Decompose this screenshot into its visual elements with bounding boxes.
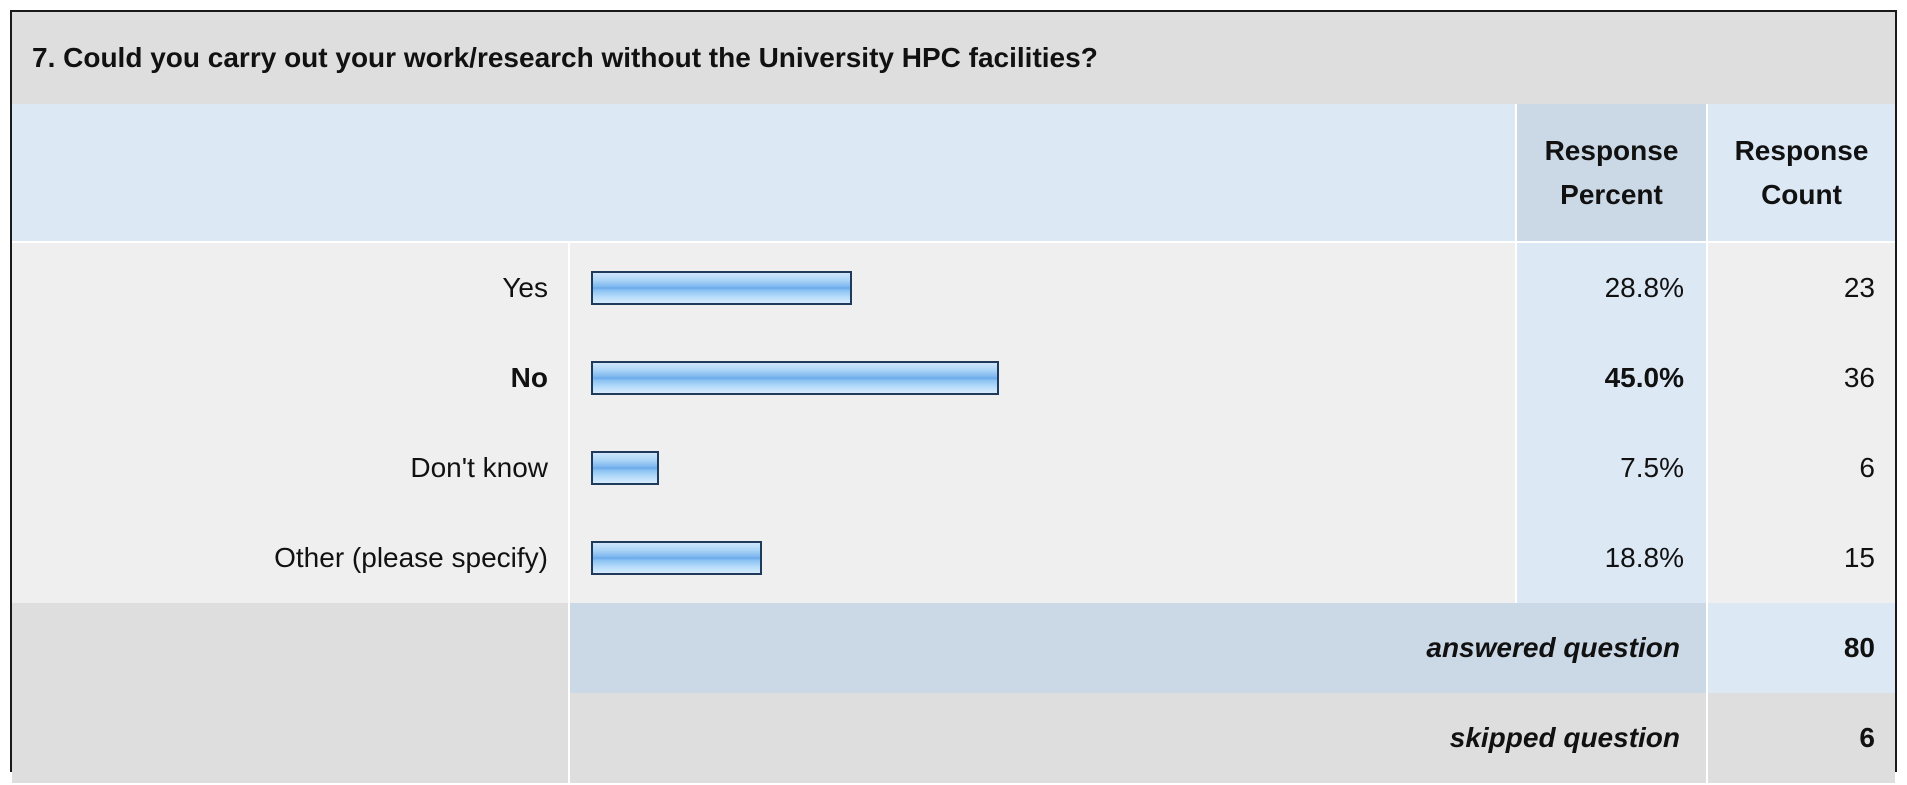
response-count: 6 [1706, 423, 1895, 513]
response-bar [591, 541, 762, 575]
response-percent-header-label: Response Percent [1542, 129, 1682, 217]
answer-label: Other (please specify) [12, 513, 568, 603]
answered-blank-cell [12, 603, 568, 693]
response-percent: 45.0% [1515, 333, 1706, 423]
response-percent: 7.5% [1515, 423, 1706, 513]
response-count: 15 [1706, 513, 1895, 603]
bar-cell [568, 243, 1515, 333]
bar-cell [568, 333, 1515, 423]
bar-cell [568, 513, 1515, 603]
response-bar [591, 451, 659, 485]
answered-question-row: answered question 80 [12, 603, 1895, 695]
response-count-header: Response Count [1706, 104, 1895, 241]
skipped-question-value: 6 [1706, 693, 1895, 783]
response-count-header-label: Response Count [1732, 129, 1872, 217]
response-percent-header: Response Percent [1515, 104, 1706, 241]
answered-question-label: answered question [568, 603, 1706, 693]
answer-label: Don't know [12, 423, 568, 513]
question-title: 7. Could you carry out your work/researc… [12, 12, 1895, 104]
skipped-question-row: skipped question 6 [12, 693, 1895, 785]
column-header-row: Response Percent Response Count [12, 104, 1895, 243]
skipped-blank-cell [12, 693, 568, 783]
answer-label: No [12, 333, 568, 423]
response-percent: 28.8% [1515, 243, 1706, 333]
answer-row: Yes 28.8% 23 [12, 243, 1895, 335]
response-bar [591, 361, 999, 395]
answer-row: Don't know 7.5% 6 [12, 423, 1895, 515]
answered-question-value: 80 [1706, 603, 1895, 693]
response-bar [591, 271, 852, 305]
response-count: 23 [1706, 243, 1895, 333]
header-blank-cell [12, 104, 1515, 241]
response-count: 36 [1706, 333, 1895, 423]
skipped-question-label: skipped question [568, 693, 1706, 783]
answer-row: Other (please specify) 18.8% 15 [12, 513, 1895, 605]
bar-cell [568, 423, 1515, 513]
survey-results-table: 7. Could you carry out your work/researc… [10, 10, 1897, 772]
answer-row: No 45.0% 36 [12, 333, 1895, 425]
answer-label: Yes [12, 243, 568, 333]
response-percent: 18.8% [1515, 513, 1706, 603]
question-header: 7. Could you carry out your work/researc… [12, 12, 1895, 106]
